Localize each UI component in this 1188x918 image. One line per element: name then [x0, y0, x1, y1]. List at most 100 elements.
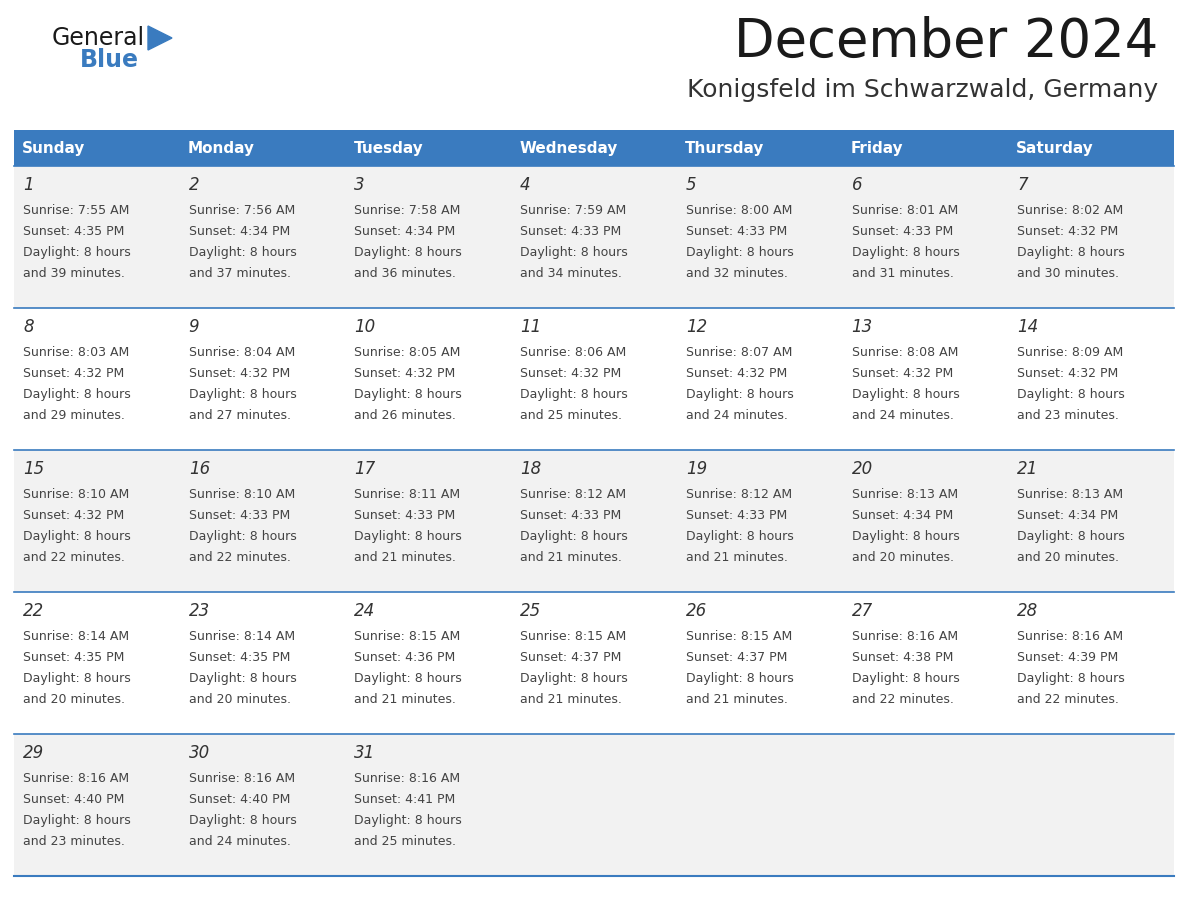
Text: 5: 5: [685, 176, 696, 194]
Text: Daylight: 8 hours: Daylight: 8 hours: [852, 672, 960, 685]
Polygon shape: [148, 26, 172, 50]
Text: and 25 minutes.: and 25 minutes.: [354, 835, 456, 848]
Text: Sunrise: 8:06 AM: Sunrise: 8:06 AM: [520, 346, 626, 359]
Text: Sunset: 4:32 PM: Sunset: 4:32 PM: [1017, 225, 1119, 238]
Text: Sunrise: 8:05 AM: Sunrise: 8:05 AM: [354, 346, 461, 359]
Text: and 24 minutes.: and 24 minutes.: [685, 409, 788, 422]
Text: Sunrise: 8:16 AM: Sunrise: 8:16 AM: [354, 772, 461, 785]
Text: Daylight: 8 hours: Daylight: 8 hours: [685, 388, 794, 401]
Bar: [14, 166, 1174, 308]
Text: Sunrise: 7:56 AM: Sunrise: 7:56 AM: [189, 204, 295, 217]
Text: and 21 minutes.: and 21 minutes.: [685, 693, 788, 706]
Text: 8: 8: [23, 318, 33, 336]
Text: 11: 11: [520, 318, 542, 336]
Text: Daylight: 8 hours: Daylight: 8 hours: [354, 530, 462, 543]
Text: Daylight: 8 hours: Daylight: 8 hours: [354, 246, 462, 259]
Text: Sunrise: 8:04 AM: Sunrise: 8:04 AM: [189, 346, 295, 359]
Text: Sunrise: 8:16 AM: Sunrise: 8:16 AM: [852, 630, 958, 643]
Text: and 31 minutes.: and 31 minutes.: [852, 267, 954, 280]
Text: Daylight: 8 hours: Daylight: 8 hours: [685, 246, 794, 259]
Bar: [14, 308, 1174, 450]
Text: 13: 13: [852, 318, 873, 336]
Text: Tuesday: Tuesday: [353, 140, 423, 155]
Text: and 21 minutes.: and 21 minutes.: [354, 551, 456, 564]
Text: 15: 15: [23, 460, 44, 478]
Text: Wednesday: Wednesday: [519, 140, 618, 155]
Text: and 32 minutes.: and 32 minutes.: [685, 267, 788, 280]
Text: Sunrise: 8:08 AM: Sunrise: 8:08 AM: [852, 346, 958, 359]
Text: Sunset: 4:36 PM: Sunset: 4:36 PM: [354, 651, 456, 664]
Text: 16: 16: [189, 460, 210, 478]
Text: Daylight: 8 hours: Daylight: 8 hours: [1017, 530, 1125, 543]
Text: and 24 minutes.: and 24 minutes.: [189, 835, 291, 848]
Text: Daylight: 8 hours: Daylight: 8 hours: [1017, 672, 1125, 685]
Text: Sunset: 4:33 PM: Sunset: 4:33 PM: [189, 509, 290, 522]
Text: and 21 minutes.: and 21 minutes.: [520, 551, 623, 564]
Bar: [14, 130, 179, 166]
Text: 14: 14: [1017, 318, 1038, 336]
Text: 24: 24: [354, 602, 375, 620]
Text: Daylight: 8 hours: Daylight: 8 hours: [189, 388, 297, 401]
Text: Sunrise: 8:10 AM: Sunrise: 8:10 AM: [23, 488, 129, 501]
Text: Sunrise: 8:15 AM: Sunrise: 8:15 AM: [685, 630, 792, 643]
Text: 21: 21: [1017, 460, 1038, 478]
Text: Sunrise: 8:12 AM: Sunrise: 8:12 AM: [685, 488, 792, 501]
Text: Sunrise: 8:12 AM: Sunrise: 8:12 AM: [520, 488, 626, 501]
Text: Sunset: 4:32 PM: Sunset: 4:32 PM: [685, 367, 788, 380]
Text: and 21 minutes.: and 21 minutes.: [685, 551, 788, 564]
Text: and 22 minutes.: and 22 minutes.: [189, 551, 291, 564]
Text: Friday: Friday: [851, 140, 903, 155]
Text: Sunset: 4:40 PM: Sunset: 4:40 PM: [189, 793, 290, 806]
Text: Sunrise: 8:09 AM: Sunrise: 8:09 AM: [1017, 346, 1124, 359]
Text: Sunset: 4:35 PM: Sunset: 4:35 PM: [23, 225, 125, 238]
Text: Sunrise: 8:07 AM: Sunrise: 8:07 AM: [685, 346, 792, 359]
Text: and 23 minutes.: and 23 minutes.: [1017, 409, 1119, 422]
Text: Sunrise: 8:02 AM: Sunrise: 8:02 AM: [1017, 204, 1124, 217]
Text: Sunset: 4:35 PM: Sunset: 4:35 PM: [189, 651, 290, 664]
Text: Daylight: 8 hours: Daylight: 8 hours: [189, 246, 297, 259]
Text: Sunset: 4:32 PM: Sunset: 4:32 PM: [520, 367, 621, 380]
Text: Sunset: 4:32 PM: Sunset: 4:32 PM: [354, 367, 456, 380]
Text: Sunset: 4:41 PM: Sunset: 4:41 PM: [354, 793, 456, 806]
Text: and 23 minutes.: and 23 minutes.: [23, 835, 125, 848]
Text: 12: 12: [685, 318, 707, 336]
Text: and 20 minutes.: and 20 minutes.: [852, 551, 954, 564]
Text: Sunset: 4:32 PM: Sunset: 4:32 PM: [852, 367, 953, 380]
Text: Sunrise: 8:13 AM: Sunrise: 8:13 AM: [1017, 488, 1124, 501]
Text: Sunday: Sunday: [23, 140, 86, 155]
Text: 3: 3: [354, 176, 365, 194]
Text: and 37 minutes.: and 37 minutes.: [189, 267, 291, 280]
Text: and 27 minutes.: and 27 minutes.: [189, 409, 291, 422]
Text: Daylight: 8 hours: Daylight: 8 hours: [23, 246, 131, 259]
Text: Sunset: 4:33 PM: Sunset: 4:33 PM: [520, 509, 621, 522]
Text: and 22 minutes.: and 22 minutes.: [852, 693, 954, 706]
Text: Daylight: 8 hours: Daylight: 8 hours: [520, 530, 628, 543]
Text: Daylight: 8 hours: Daylight: 8 hours: [23, 814, 131, 827]
Bar: [14, 592, 1174, 734]
Text: Sunset: 4:34 PM: Sunset: 4:34 PM: [189, 225, 290, 238]
Text: Sunrise: 8:11 AM: Sunrise: 8:11 AM: [354, 488, 461, 501]
Bar: [14, 450, 1174, 592]
Text: Daylight: 8 hours: Daylight: 8 hours: [354, 388, 462, 401]
Text: Sunrise: 8:01 AM: Sunrise: 8:01 AM: [852, 204, 958, 217]
Text: Sunset: 4:40 PM: Sunset: 4:40 PM: [23, 793, 125, 806]
Text: Sunrise: 8:14 AM: Sunrise: 8:14 AM: [189, 630, 295, 643]
Text: Daylight: 8 hours: Daylight: 8 hours: [852, 530, 960, 543]
Text: General: General: [52, 26, 145, 50]
Text: Sunset: 4:33 PM: Sunset: 4:33 PM: [354, 509, 456, 522]
Text: 29: 29: [23, 744, 44, 762]
Text: Sunrise: 8:03 AM: Sunrise: 8:03 AM: [23, 346, 129, 359]
Text: Sunrise: 8:10 AM: Sunrise: 8:10 AM: [189, 488, 295, 501]
Text: 23: 23: [189, 602, 210, 620]
Text: 2: 2: [189, 176, 200, 194]
Text: Daylight: 8 hours: Daylight: 8 hours: [520, 246, 628, 259]
Text: Sunrise: 8:16 AM: Sunrise: 8:16 AM: [1017, 630, 1124, 643]
Text: Daylight: 8 hours: Daylight: 8 hours: [685, 530, 794, 543]
Text: and 20 minutes.: and 20 minutes.: [189, 693, 291, 706]
Bar: [677, 130, 842, 166]
Text: Sunset: 4:33 PM: Sunset: 4:33 PM: [685, 509, 788, 522]
Text: and 21 minutes.: and 21 minutes.: [520, 693, 623, 706]
Text: Sunset: 4:33 PM: Sunset: 4:33 PM: [520, 225, 621, 238]
Text: Daylight: 8 hours: Daylight: 8 hours: [23, 530, 131, 543]
Text: Sunrise: 8:00 AM: Sunrise: 8:00 AM: [685, 204, 792, 217]
